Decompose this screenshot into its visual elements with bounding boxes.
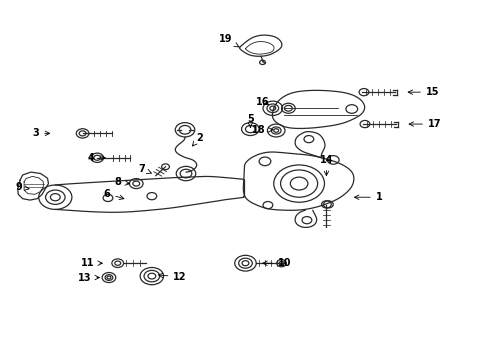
Text: 2: 2 xyxy=(192,133,203,146)
Text: 12: 12 xyxy=(158,272,186,282)
Text: 11: 11 xyxy=(81,258,102,268)
Text: 13: 13 xyxy=(78,273,99,283)
Text: 17: 17 xyxy=(408,119,441,129)
Text: 10: 10 xyxy=(263,258,291,268)
Text: 3: 3 xyxy=(32,129,50,138)
Text: 18: 18 xyxy=(252,125,272,135)
Text: 9: 9 xyxy=(16,182,29,192)
Text: 7: 7 xyxy=(139,164,151,174)
Text: 14: 14 xyxy=(319,155,332,176)
Text: 4: 4 xyxy=(87,153,105,163)
Text: 16: 16 xyxy=(256,97,269,107)
Text: 6: 6 xyxy=(103,189,123,199)
Text: 8: 8 xyxy=(114,177,129,187)
Text: 1: 1 xyxy=(354,192,382,202)
Text: 19: 19 xyxy=(219,35,238,47)
Text: 5: 5 xyxy=(246,114,253,127)
Text: 15: 15 xyxy=(407,87,439,97)
